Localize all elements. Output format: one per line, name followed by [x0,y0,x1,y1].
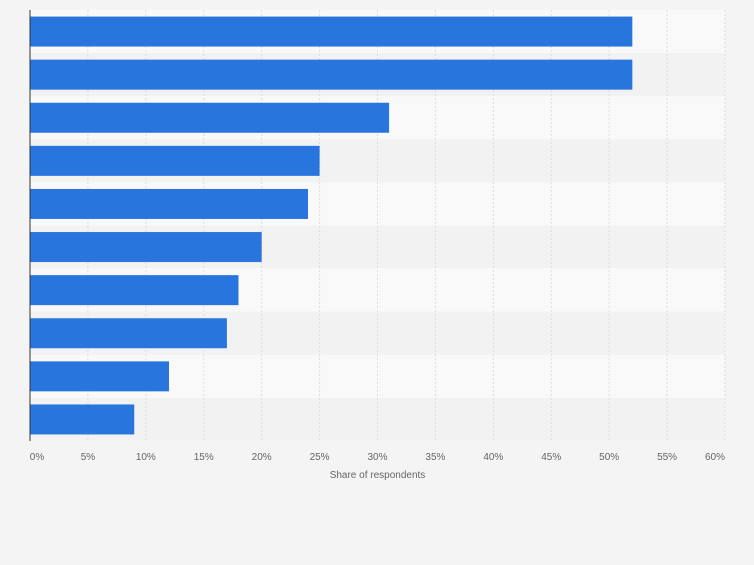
x-tick-label: 60% [705,452,725,463]
x-tick-label: 15% [194,452,214,463]
bar [30,102,390,133]
bar [30,145,320,176]
bar [30,361,169,392]
bar [30,232,262,263]
bar [30,188,308,219]
bar [30,59,633,90]
x-tick-label: 55% [657,452,677,463]
x-tick-label: 5% [81,452,96,463]
x-axis-label: Share of respondents [330,470,426,481]
x-tick-label: 20% [252,452,272,463]
bar [30,275,239,306]
bar [30,318,227,349]
x-tick-label: 30% [367,452,387,463]
bars [30,16,633,435]
x-tick-label: 10% [136,452,156,463]
x-tick-labels: 0% 5% 10% 15% 20% 25% 30% 35% 40% 45% 50% 55% 60% [30,452,725,463]
x-tick-label: 45% [541,452,561,463]
x-tick-label: 50% [599,452,619,463]
bar [30,16,633,47]
bar [30,404,135,435]
x-tick-label: 40% [483,452,503,463]
x-tick-label: 0% [30,452,45,463]
x-tick-label: 25% [310,452,330,463]
x-tick-label: 35% [425,452,445,463]
